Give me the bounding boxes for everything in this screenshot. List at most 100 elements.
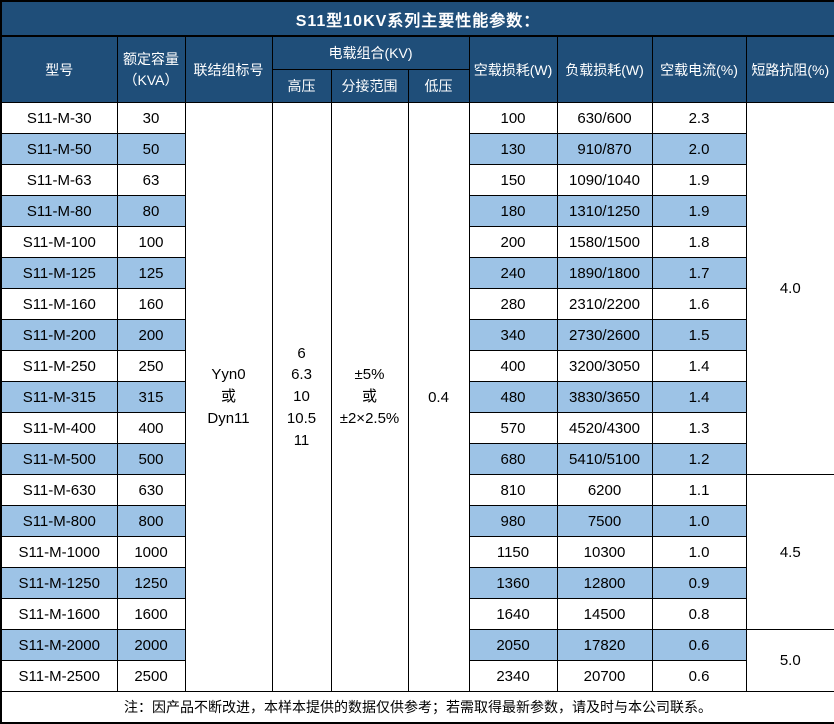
cell-model: S11-M-2500 bbox=[0, 660, 118, 692]
col-header-capacity: 额定容量 （KVA） bbox=[116, 35, 186, 103]
cell-load-loss: 6200 bbox=[556, 474, 653, 506]
cell-noload-loss: 280 bbox=[468, 288, 558, 320]
cell-connection-group: Yyn0 或 Dyn11 bbox=[184, 102, 273, 692]
cell-load-loss: 3200/3050 bbox=[556, 350, 653, 382]
cell-model: S11-M-160 bbox=[0, 288, 118, 320]
cell-model: S11-M-50 bbox=[0, 133, 118, 165]
note-text: 注：因产品不断改进，本样本提供的数据仅供参考；若需取得最新参数，请及时与本公司联… bbox=[0, 691, 834, 724]
cell-noload-loss: 180 bbox=[468, 195, 558, 227]
cell-model: S11-M-250 bbox=[0, 350, 118, 382]
cell-model: S11-M-800 bbox=[0, 505, 118, 537]
cell-noload-loss: 2340 bbox=[468, 660, 558, 692]
cell-noload-loss: 340 bbox=[468, 319, 558, 351]
table-row: S11-M-200 200 340 2730/2600 1.5 bbox=[0, 319, 834, 351]
cell-noload-current: 1.8 bbox=[651, 226, 747, 258]
cell-capacity: 1250 bbox=[116, 567, 186, 599]
col-header-hv: 高压 bbox=[271, 69, 332, 103]
cell-model: S11-M-2000 bbox=[0, 629, 118, 661]
cell-noload-current: 1.3 bbox=[651, 412, 747, 444]
cell-noload-loss: 400 bbox=[468, 350, 558, 382]
cell-noload-current: 1.4 bbox=[651, 381, 747, 413]
cell-noload-loss: 980 bbox=[468, 505, 558, 537]
cell-noload-loss: 1150 bbox=[468, 536, 558, 568]
table-row: S11-M-30 30 Yyn0 或 Dyn11 6 6.3 10 10.5 11 ±5… bbox=[0, 102, 834, 692]
cell-capacity: 80 bbox=[116, 195, 186, 227]
cell-capacity: 100 bbox=[116, 226, 186, 258]
cell-model: S11-M-125 bbox=[0, 257, 118, 289]
cell-noload-current: 1.2 bbox=[651, 443, 747, 475]
cell-load-loss: 4520/4300 bbox=[556, 412, 653, 444]
cell-noload-loss: 680 bbox=[468, 443, 558, 475]
cell-load-loss: 5410/5100 bbox=[556, 443, 653, 475]
cell-noload-current: 1.9 bbox=[651, 195, 747, 227]
cell-load-loss: 910/870 bbox=[556, 133, 653, 165]
table-row: S11-M-2500 2500 2340 20700 0.6 bbox=[0, 660, 834, 692]
cell-load-loss: 20700 bbox=[556, 660, 653, 692]
cell-load-loss: 1580/1500 bbox=[556, 226, 653, 258]
cell-capacity: 160 bbox=[116, 288, 186, 320]
cell-capacity: 400 bbox=[116, 412, 186, 444]
header-row-2: 高压 分接范围 低压 bbox=[1, 69, 834, 103]
cell-noload-current: 1.6 bbox=[651, 288, 747, 320]
cell-capacity: 200 bbox=[116, 319, 186, 351]
cell-tap-range: ±5% 或 ±2×2.5% bbox=[330, 102, 409, 692]
header-row-1: 型号 额定容量 （KVA） 联结组标号 电载组合(KV) 空载损耗(W) 负载损… bbox=[0, 35, 834, 103]
cell-capacity: 2500 bbox=[116, 660, 186, 692]
cell-noload-current: 1.5 bbox=[651, 319, 747, 351]
cell-impedance: 4.5 bbox=[745, 474, 834, 630]
cell-noload-current: 0.6 bbox=[651, 660, 747, 692]
cell-model: S11-M-1250 bbox=[0, 567, 118, 599]
table-row: S11-M-160 160 280 2310/2200 1.6 bbox=[0, 288, 834, 320]
col-header-noload-current: 空载电流(%) bbox=[651, 35, 747, 103]
cell-capacity: 1000 bbox=[116, 536, 186, 568]
cell-load-loss: 14500 bbox=[556, 598, 653, 630]
table-row: S11-M-50 50 130 910/870 2.0 bbox=[0, 133, 834, 165]
cell-capacity: 500 bbox=[116, 443, 186, 475]
cell-capacity: 630 bbox=[116, 474, 186, 506]
cell-model: S11-M-1600 bbox=[0, 598, 118, 630]
table-body: S11-M-30 30 Yyn0 或 Dyn11 6 6.3 10 10.5 11 ±5… bbox=[0, 102, 834, 692]
cell-capacity: 1600 bbox=[116, 598, 186, 630]
table-row: S11-M-400 400 570 4520/4300 1.3 bbox=[0, 412, 834, 444]
cell-capacity: 50 bbox=[116, 133, 186, 165]
cell-model: S11-M-63 bbox=[0, 164, 118, 196]
cell-model: S11-M-500 bbox=[0, 443, 118, 475]
cell-noload-current: 0.9 bbox=[651, 567, 747, 599]
table-row: S11-M-100 100 200 1580/1500 1.8 bbox=[0, 226, 834, 258]
cell-load-loss: 7500 bbox=[556, 505, 653, 537]
col-header-connection: 联结组标号 bbox=[184, 35, 273, 103]
table-row: S11-M-500 500 680 5410/5100 1.2 bbox=[0, 443, 834, 475]
cell-model: S11-M-80 bbox=[0, 195, 118, 227]
cell-model: S11-M-630 bbox=[0, 474, 118, 506]
table-row: S11-M-315 315 480 3830/3650 1.4 bbox=[0, 381, 834, 413]
col-header-noload-loss: 空载损耗(W) bbox=[468, 35, 558, 103]
cell-model: S11-M-400 bbox=[0, 412, 118, 444]
cell-capacity: 63 bbox=[116, 164, 186, 196]
cell-model: S11-M-100 bbox=[0, 226, 118, 258]
table-row: S11-M-125 125 240 1890/1800 1.7 bbox=[0, 257, 834, 289]
cell-load-loss: 12800 bbox=[556, 567, 653, 599]
cell-noload-current: 1.0 bbox=[651, 505, 747, 537]
cell-noload-loss: 200 bbox=[468, 226, 558, 258]
cell-capacity: 2000 bbox=[116, 629, 186, 661]
col-header-lv: 低压 bbox=[407, 69, 470, 103]
cell-load-loss: 630/600 bbox=[556, 102, 653, 134]
table-row: S11-M-2000 2000 2050 17820 0.6 5.0 bbox=[0, 629, 834, 692]
cell-noload-current: 1.1 bbox=[651, 474, 747, 506]
cell-capacity: 315 bbox=[116, 381, 186, 413]
cell-noload-current: 0.6 bbox=[651, 629, 747, 661]
cell-model: S11-M-200 bbox=[0, 319, 118, 351]
cell-capacity: 800 bbox=[116, 505, 186, 537]
col-header-impedance: 短路抗阻(%) bbox=[745, 35, 834, 103]
cell-noload-loss: 2050 bbox=[468, 629, 558, 661]
cell-low-voltage: 0.4 bbox=[407, 102, 470, 692]
table-row: S11-M-1250 1250 1360 12800 0.9 bbox=[0, 567, 834, 599]
cell-noload-loss: 240 bbox=[468, 257, 558, 289]
cell-noload-loss: 150 bbox=[468, 164, 558, 196]
cell-noload-current: 1.0 bbox=[651, 536, 747, 568]
cell-load-loss: 1090/1040 bbox=[556, 164, 653, 196]
col-header-load-loss: 负载损耗(W) bbox=[556, 35, 653, 103]
cell-capacity: 250 bbox=[116, 350, 186, 382]
cell-noload-current: 1.9 bbox=[651, 164, 747, 196]
